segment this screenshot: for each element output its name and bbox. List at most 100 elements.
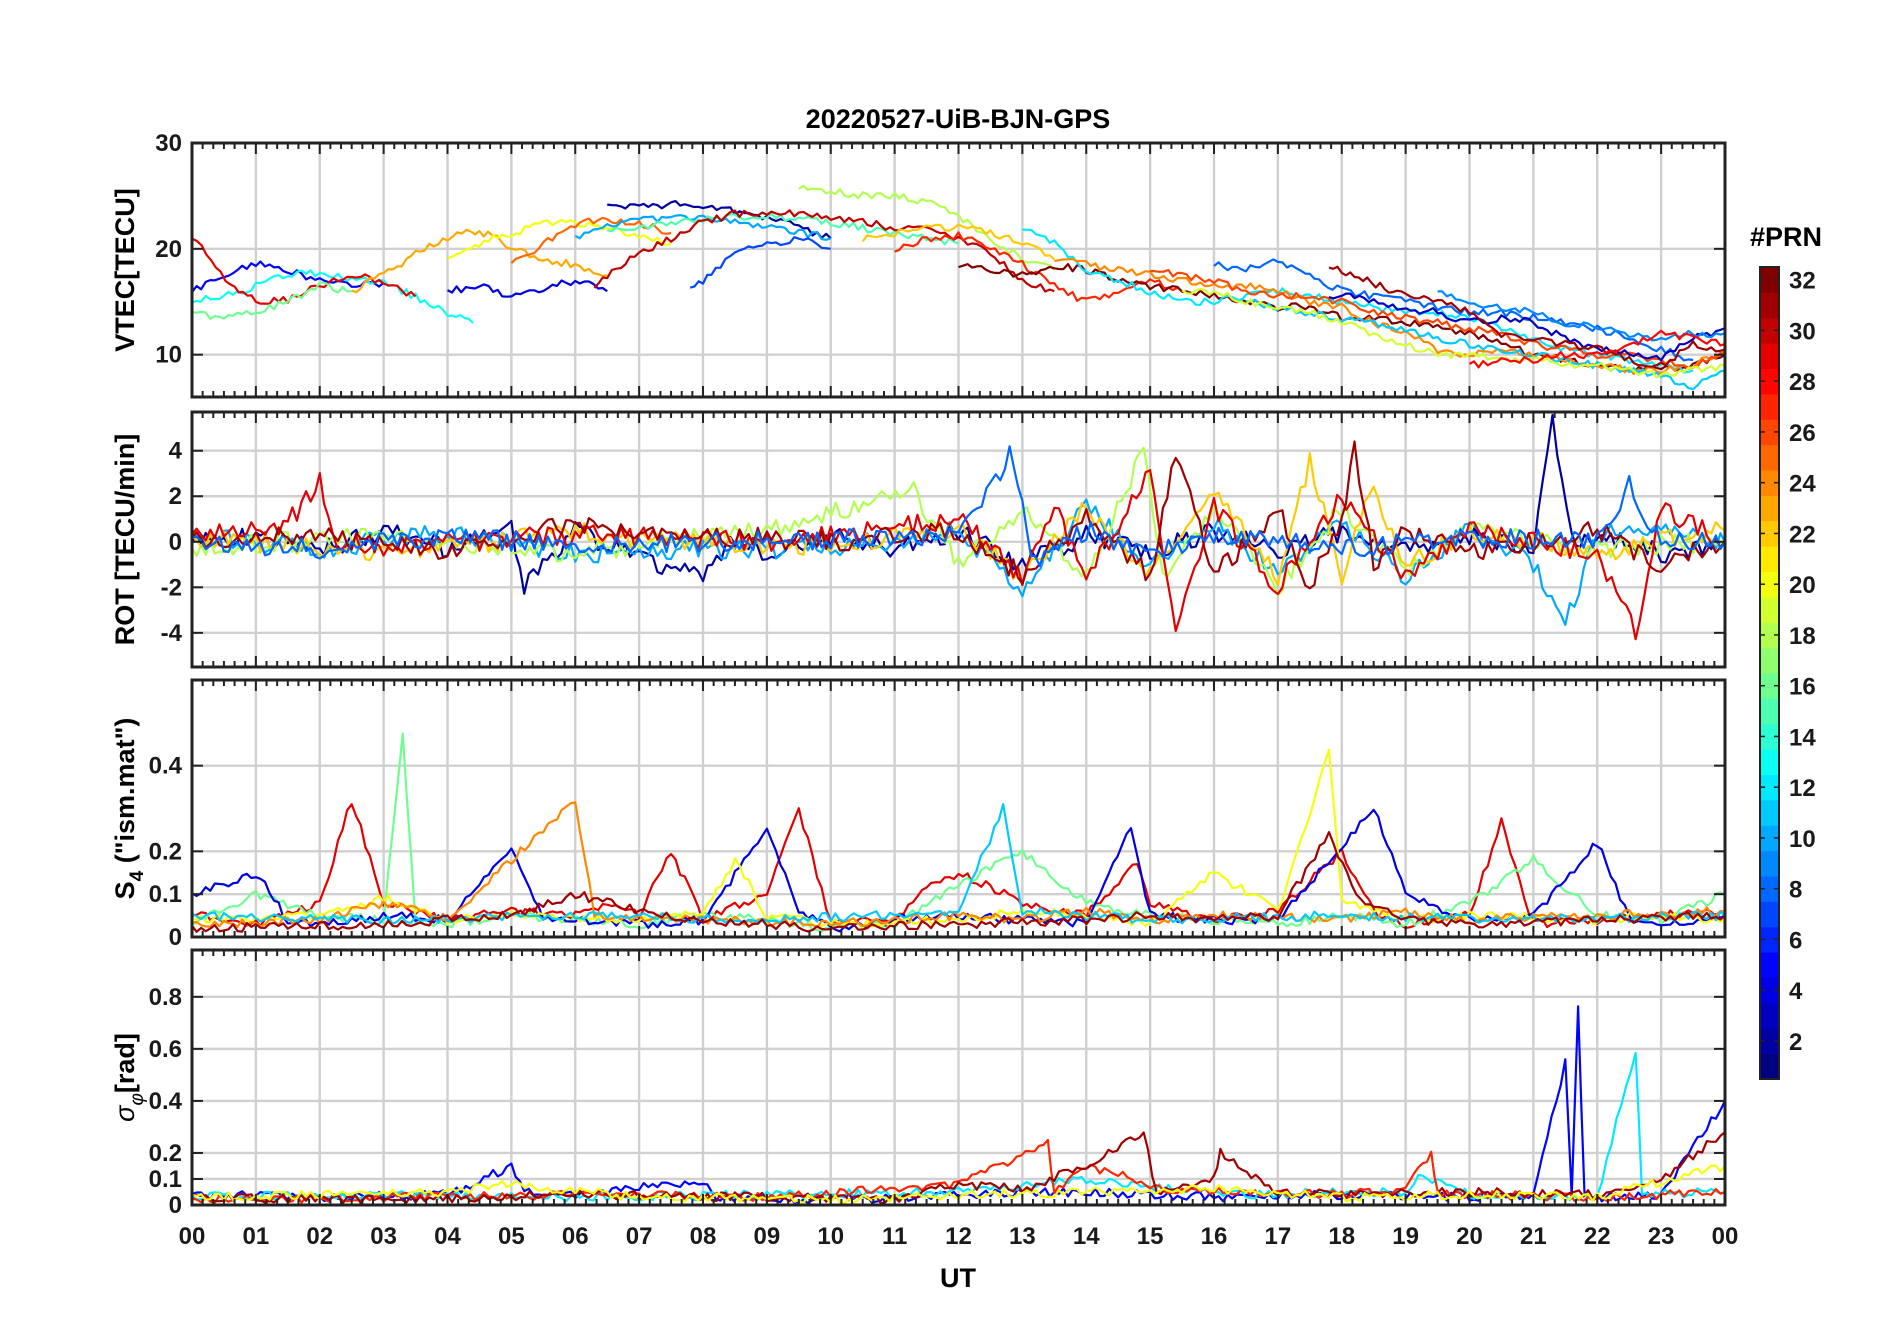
- colorbar-tick-label: 4: [1789, 978, 1803, 1005]
- panel-tick-marks: [191, 412, 1726, 667]
- colorbar-tick-label: 24: [1789, 471, 1816, 498]
- colorbar-tick-label: 12: [1789, 775, 1816, 802]
- colorbar-segment: [1760, 495, 1779, 522]
- colorbar-segment: [1760, 292, 1779, 319]
- series-line-prn-7: [689, 236, 831, 289]
- series-line-prn-28: [1468, 329, 1725, 369]
- y-axis-label: VTEC[TECU]: [110, 188, 140, 352]
- x-tick-label: 19: [1392, 1223, 1419, 1250]
- colorbar-segment: [1760, 698, 1779, 725]
- y-tick-label: 0.4: [149, 753, 183, 780]
- colorbar-tick-label: 2: [1789, 1029, 1802, 1056]
- series-line-prn-26: [1150, 268, 1725, 369]
- y-axis-label: σφ[rad]: [110, 1033, 148, 1122]
- series-line-prn-31: [192, 440, 1725, 590]
- series-line-prn-30: [593, 209, 1055, 293]
- y-tick-label: -4: [161, 620, 183, 647]
- x-tick-label: 14: [1073, 1223, 1100, 1250]
- y-tick-label: 0.2: [149, 1140, 182, 1167]
- panel-tick-marks: [191, 680, 1726, 938]
- series-line-prn-23: [351, 228, 608, 294]
- panel-tick-marks: [191, 142, 1726, 397]
- series-line-prn-8: [192, 445, 1725, 568]
- series-line-prn-31: [1328, 265, 1725, 368]
- colorbar-tick-label: 16: [1789, 674, 1816, 701]
- colorbar-segment: [1760, 952, 1779, 978]
- x-tick-label: 09: [754, 1223, 781, 1250]
- series-line-prn-15: [606, 212, 959, 246]
- x-tick-label: 21: [1520, 1223, 1547, 1250]
- y-tick-label: 0.1: [149, 1166, 182, 1193]
- colorbar-tick-label: 8: [1789, 877, 1802, 904]
- colorbar-segment: [1760, 977, 1779, 1004]
- x-tick-label: 06: [562, 1223, 589, 1250]
- colorbar-tick-label: 26: [1789, 420, 1816, 447]
- panel-rot: -4 -2 0 2 4 ROT [TECU/min]: [110, 410, 1727, 669]
- series-line-prn-22: [861, 223, 1056, 261]
- y-tick-label: 0: [169, 1192, 182, 1219]
- x-tick-label: 00: [179, 1223, 206, 1250]
- series-line-prn-18: [798, 184, 1056, 271]
- x-tick-label: 07: [626, 1223, 653, 1250]
- y-tick-label: 30: [155, 130, 182, 157]
- series-group: [192, 413, 1725, 641]
- panel-grid: [192, 412, 1725, 667]
- colorbar-segment: [1760, 444, 1779, 471]
- x-tick-label: 00: [1712, 1223, 1739, 1250]
- colorbar-frame: [1759, 266, 1780, 1080]
- y-axis-label-subscript: 4: [127, 870, 148, 881]
- x-axis-label: UT: [940, 1263, 976, 1293]
- y-axis-label-main: σ: [110, 1104, 140, 1122]
- series-group: [192, 184, 1725, 391]
- y-tick-label: 20: [155, 236, 182, 263]
- x-tick-label: 05: [498, 1223, 525, 1250]
- series-line-prn-16: [192, 281, 352, 320]
- colorbar-segment: [1760, 774, 1779, 801]
- colorbar-segment: [1760, 876, 1779, 902]
- colorbar-segment: [1760, 267, 1779, 293]
- series-line-prn-20: [447, 218, 672, 260]
- x-tick-label: 08: [690, 1223, 717, 1250]
- y-tick-label: 0: [169, 924, 182, 951]
- colorbar-segment: [1760, 596, 1779, 623]
- y-tick-label: 2: [169, 483, 182, 510]
- colorbar-segment: [1760, 470, 1779, 496]
- colorbar-tick-label: 28: [1789, 369, 1816, 396]
- colorbar-tick-label: 32: [1789, 268, 1816, 295]
- colorbar-tick-label: 10: [1789, 826, 1816, 853]
- colorbar-segment: [1760, 1028, 1779, 1055]
- panel-s4: 00.10.20.4S4 ("ism.mat"): [110, 678, 1727, 951]
- y-tick-label: 0.2: [149, 838, 182, 865]
- colorbar-tick-label: 30: [1789, 318, 1816, 345]
- x-tick-label: 15: [1137, 1223, 1164, 1250]
- colorbar-segment: [1760, 622, 1779, 649]
- y-axis-label: S4 ("ism.mat"): [110, 718, 148, 900]
- y-axis-label-subscript: φ: [127, 1093, 148, 1105]
- series-line-prn-16: [192, 732, 1725, 933]
- colorbar-segment: [1760, 571, 1779, 598]
- x-axis: 00 01 02 03 04 05 06 07 08 09 10 11 12 13 14 15 16 17 18 19…: [179, 1223, 1739, 1250]
- colorbar-tick-label: 18: [1789, 623, 1816, 650]
- panel-sigma_phi: 00.10.20.40.60.8σφ[rad]: [110, 948, 1727, 1219]
- y-tick-label: 0.6: [149, 1036, 182, 1063]
- colorbar-segment: [1760, 799, 1779, 826]
- colorbar-segment: [1760, 901, 1779, 928]
- colorbar-segment: [1760, 850, 1779, 877]
- series-line-prn-19: [1181, 288, 1725, 379]
- x-tick-label: 18: [1328, 1223, 1355, 1250]
- colorbar-segment: [1760, 1053, 1779, 1080]
- panel-grid: [192, 950, 1725, 1205]
- series-line-prn-31: [192, 831, 1725, 933]
- colorbar-tick-label: 20: [1789, 572, 1816, 599]
- y-axis-label: ROT [TECU/min]: [110, 434, 140, 645]
- colorbar-tick-label: 6: [1789, 927, 1802, 954]
- series-line-prn-20: [192, 748, 1725, 929]
- x-tick-label: 16: [1201, 1223, 1228, 1250]
- x-tick-label: 12: [945, 1223, 972, 1250]
- colorbar-segment: [1760, 723, 1779, 750]
- colorbar-segment: [1760, 419, 1779, 446]
- chart-title: 20220527-UiB-BJN-GPS: [806, 104, 1111, 134]
- y-axis-label-main: S: [110, 881, 140, 899]
